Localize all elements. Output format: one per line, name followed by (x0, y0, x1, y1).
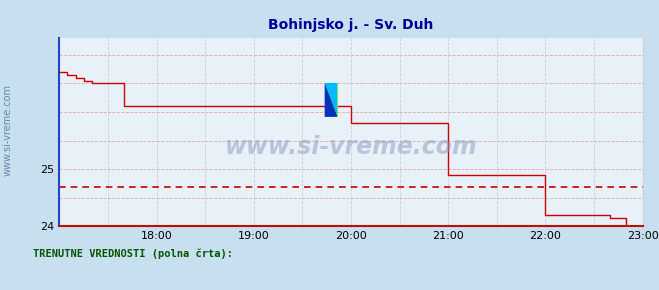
Text: www.si-vreme.com: www.si-vreme.com (3, 84, 13, 177)
Title: Bohinjsko j. - Sv. Duh: Bohinjsko j. - Sv. Duh (268, 18, 434, 32)
FancyBboxPatch shape (325, 83, 337, 117)
Polygon shape (325, 83, 337, 117)
Text: www.si-vreme.com: www.si-vreme.com (225, 135, 477, 159)
Polygon shape (325, 83, 337, 117)
Text: TRENUTNE VREDNOSTI (polna črta):: TRENUTNE VREDNOSTI (polna črta): (33, 248, 233, 259)
